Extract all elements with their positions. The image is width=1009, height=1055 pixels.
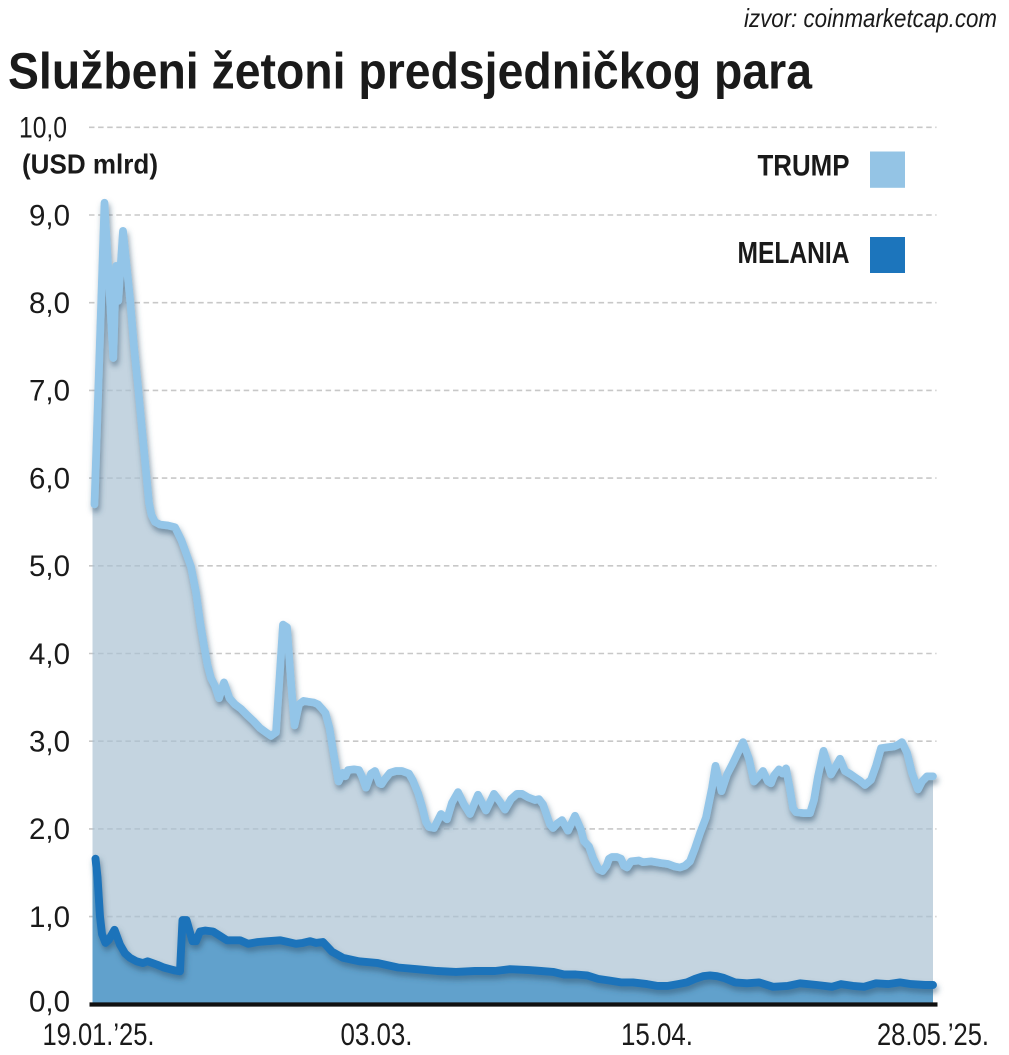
svg-text:28.05.’25.: 28.05.’25. — [877, 1016, 989, 1052]
svg-text:(USD mlrd): (USD mlrd) — [22, 149, 158, 180]
svg-text:2,0: 2,0 — [29, 813, 70, 846]
svg-text:TRUMP: TRUMP — [758, 150, 850, 183]
svg-text:1,0: 1,0 — [29, 901, 70, 934]
svg-text:15.04.: 15.04. — [621, 1016, 693, 1052]
svg-text:5,0: 5,0 — [29, 550, 70, 583]
svg-text:8,0: 8,0 — [29, 287, 70, 320]
svg-text:03.03.: 03.03. — [341, 1016, 413, 1052]
svg-text:0,0: 0,0 — [29, 986, 70, 1019]
svg-text:Službeni žetoni predsjedničkog: Službeni žetoni predsjedničkog para — [8, 43, 813, 100]
svg-text:10,0: 10,0 — [19, 112, 67, 145]
svg-text:9,0: 9,0 — [29, 199, 70, 232]
svg-text:izvor: coinmarketcap.com: izvor: coinmarketcap.com — [744, 3, 997, 33]
svg-text:6,0: 6,0 — [29, 462, 70, 495]
svg-text:MELANIA: MELANIA — [738, 235, 850, 270]
svg-text:7,0: 7,0 — [29, 375, 70, 408]
svg-text:4,0: 4,0 — [29, 638, 70, 671]
svg-text:3,0: 3,0 — [29, 726, 70, 759]
svg-text:19.01.’25.: 19.01.’25. — [43, 1016, 155, 1052]
